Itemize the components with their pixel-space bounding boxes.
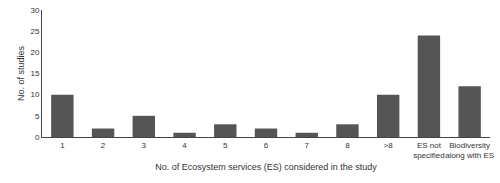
- svg-text:7: 7: [305, 141, 310, 150]
- svg-text:6: 6: [264, 141, 269, 150]
- svg-text:4: 4: [182, 141, 187, 150]
- svg-text:>8: >8: [384, 141, 394, 150]
- svg-text:30: 30: [30, 6, 39, 15]
- svg-text:1: 1: [60, 141, 65, 150]
- svg-text:5: 5: [35, 112, 40, 121]
- svg-text:Biodiversityalong with ES: Biodiversityalong with ES: [445, 141, 494, 160]
- svg-text:No. of studies: No. of studies: [16, 45, 26, 101]
- svg-text:No. of Ecosystem services (ES): No. of Ecosystem services (ES) considere…: [155, 162, 377, 172]
- svg-text:3: 3: [142, 141, 147, 150]
- svg-text:5: 5: [223, 141, 228, 150]
- svg-text:25: 25: [30, 27, 39, 36]
- svg-text:8: 8: [345, 141, 350, 150]
- svg-text:0: 0: [35, 133, 40, 142]
- svg-text:10: 10: [30, 90, 39, 99]
- svg-text:2: 2: [101, 141, 106, 150]
- svg-text:ES notspecified: ES notspecified: [413, 141, 445, 160]
- svg-text:20: 20: [30, 48, 39, 57]
- svg-text:15: 15: [30, 69, 39, 78]
